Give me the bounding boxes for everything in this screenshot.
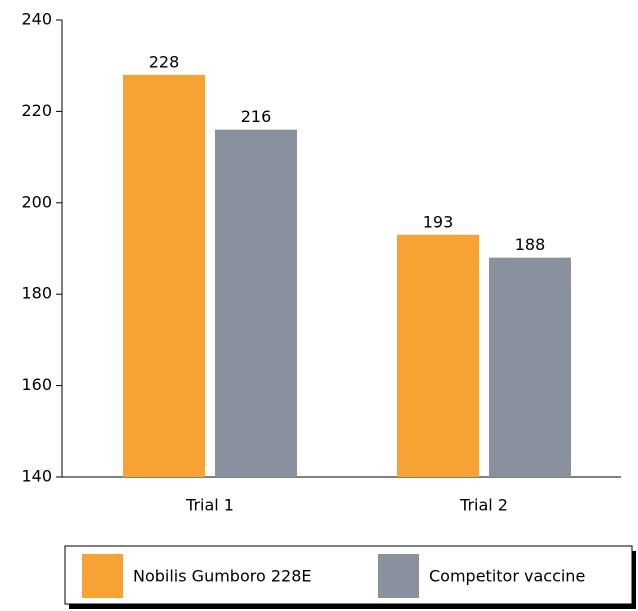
value-label: 216 [241,107,272,126]
y-tick-label: 200 [21,192,52,211]
legend-label: Competitor vaccine [429,567,585,586]
y-tick-label: 240 [21,10,52,29]
y-tick-label: 160 [21,375,52,394]
bar [215,129,297,477]
bar [123,74,205,477]
legend-label: Nobilis Gumboro 228E [133,567,312,586]
bar [489,257,571,477]
x-tick-label: Trial 1 [185,496,234,515]
value-label: 193 [423,212,454,231]
bar [397,234,479,477]
y-tick-label: 140 [21,467,52,486]
value-label: 188 [515,235,546,254]
legend-swatch [378,554,419,598]
x-tick-label: Trial 2 [459,496,508,515]
value-label: 228 [149,52,180,71]
y-tick-label: 180 [21,284,52,303]
legend-swatch [82,554,123,598]
y-tick-label: 220 [21,101,52,120]
legend [64,545,633,605]
